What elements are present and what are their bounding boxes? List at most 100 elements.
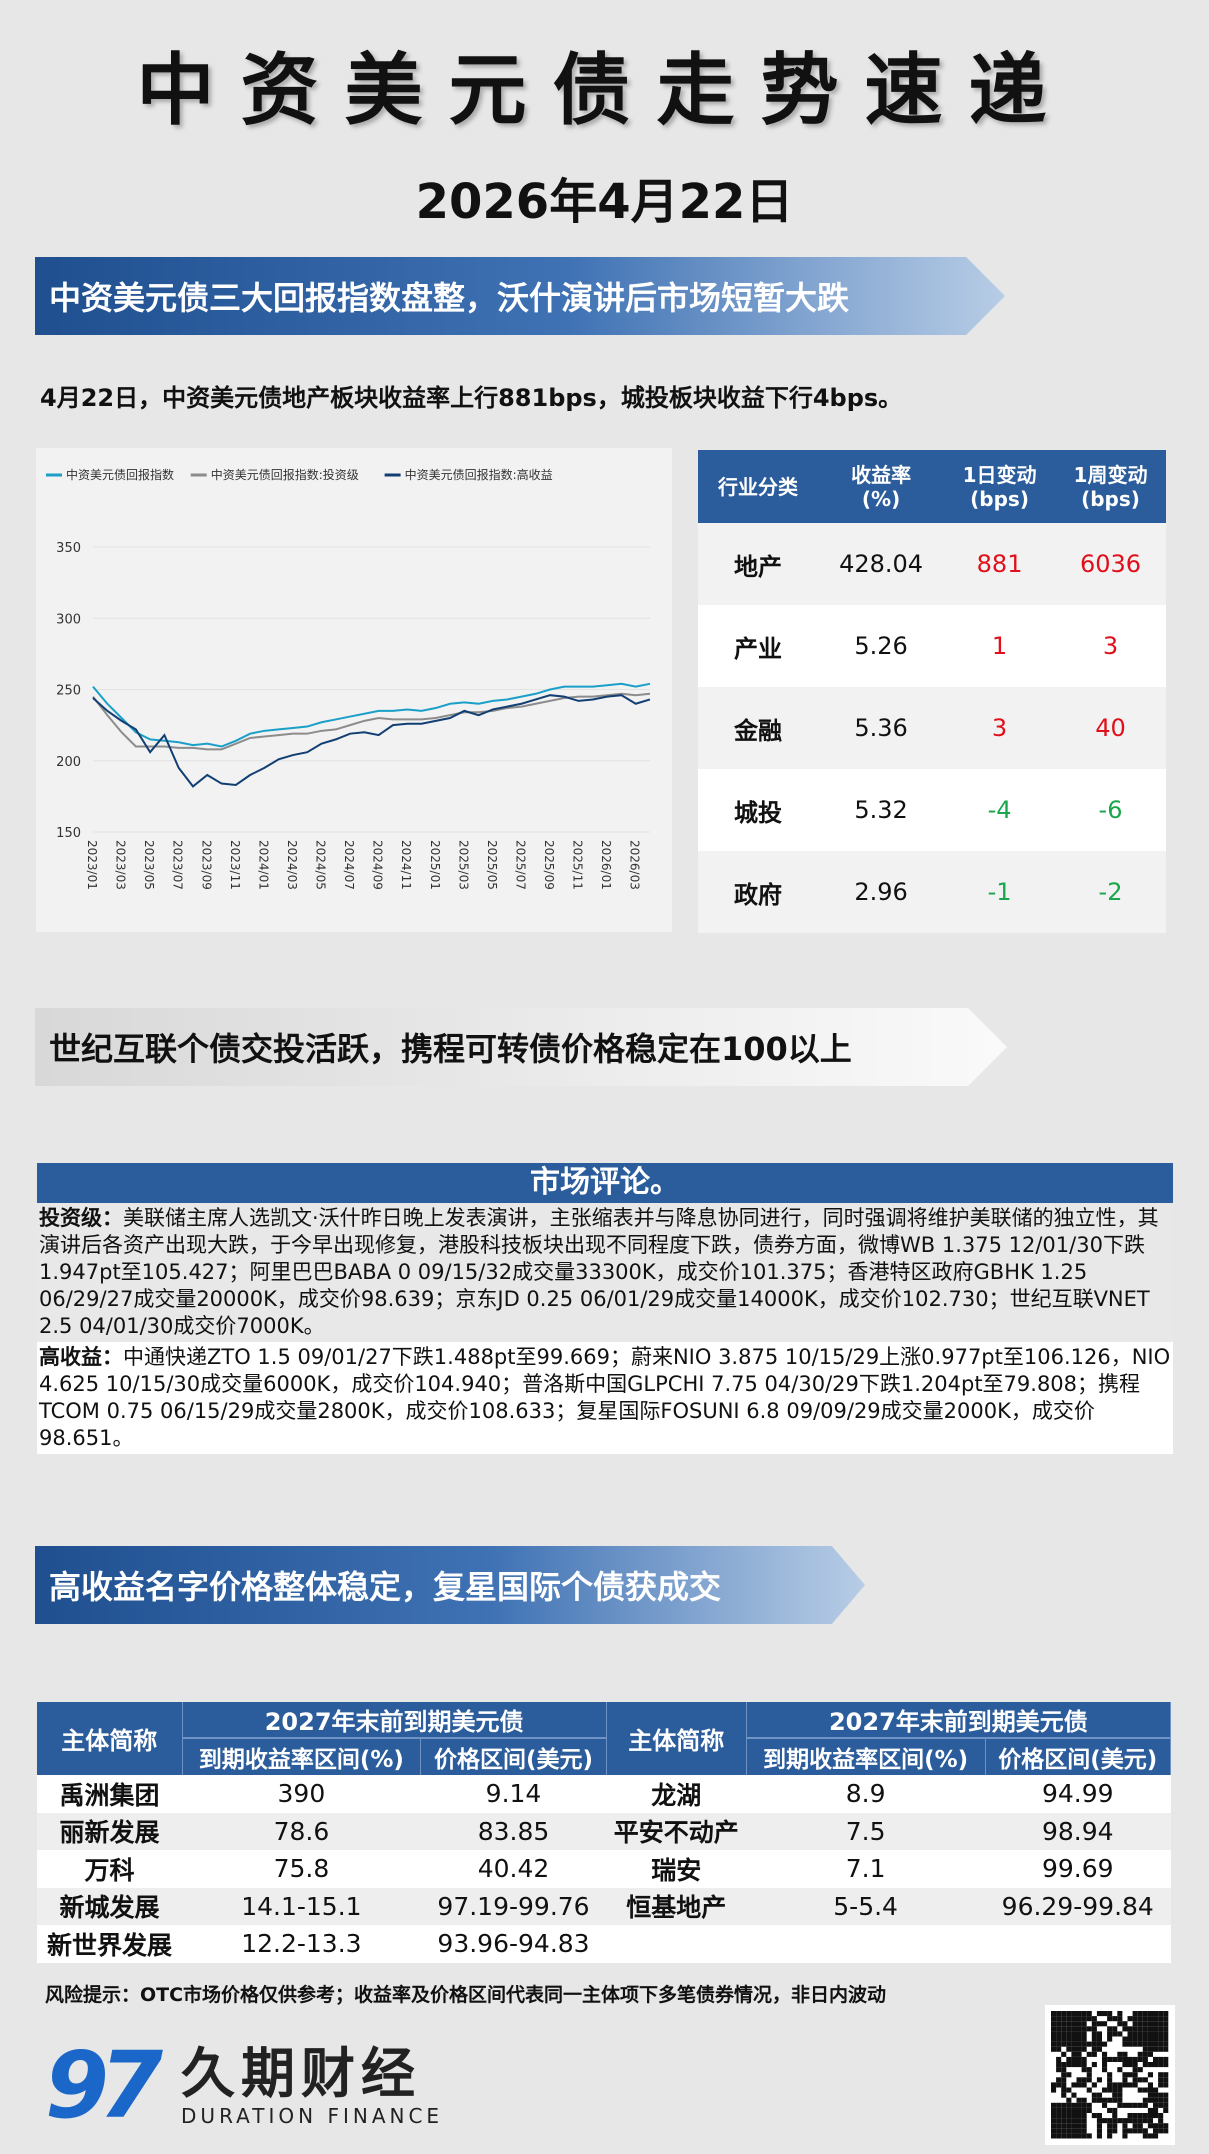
y-tick-label: 350 xyxy=(56,541,81,556)
x-tick-label: 2023/01 xyxy=(85,840,99,890)
y-tick-label: 250 xyxy=(56,684,81,699)
logo-mark-icon: 97 xyxy=(45,2032,163,2139)
x-tick-label: 2026/01 xyxy=(599,840,613,890)
report-date: 2026年4月22日 xyxy=(415,174,794,230)
name-header: 主体简称 xyxy=(37,1702,183,1775)
summary-text: 4月22日，中资美元债地产板块收益率上行881bps，城投板块收益下行4bps。 xyxy=(40,384,903,412)
sector-row: 城投 5.32 -4 -6 xyxy=(698,769,1166,851)
page-title: 中资美元债走势速递 xyxy=(136,46,1073,136)
ig-text: 美联储主席人选凯文·沃什昨日晚上发表演讲，主张缩表并与降息协同进行，同时强调将维… xyxy=(39,1206,1159,1338)
issuer-name: 新世界发展 xyxy=(37,1925,182,1963)
name-header: 主体简称 xyxy=(606,1702,747,1775)
issuer-name: 禹洲集团 xyxy=(37,1775,182,1813)
price-header: 价格区间(美元) xyxy=(985,1737,1172,1775)
group-header: 2027年末前到期美元债 xyxy=(182,1702,607,1738)
price-range: 9.14 xyxy=(420,1775,607,1813)
price-range xyxy=(985,1925,1171,1963)
yield-range: 78.6 xyxy=(182,1812,421,1850)
x-tick-label: 2024/05 xyxy=(314,840,328,890)
change-1d: -4 xyxy=(944,769,1056,851)
x-tick-label: 2026/03 xyxy=(628,840,642,890)
x-tick-label: 2025/11 xyxy=(571,840,585,890)
x-tick-label: 2025/09 xyxy=(542,840,556,890)
price-range: 99.69 xyxy=(985,1850,1171,1888)
yield-range: 14.1-15.1 xyxy=(182,1887,421,1925)
change-1w: 6036 xyxy=(1055,523,1166,605)
sector-row: 地产 428.04 881 6036 xyxy=(698,523,1166,605)
y-tick-label: 150 xyxy=(56,826,81,841)
sector-row: 金融 5.36 3 40 xyxy=(698,687,1166,769)
yield-range xyxy=(746,1925,986,1963)
x-tick-label: 2024/11 xyxy=(399,840,413,890)
legend-label: 中资美元债回报指数 xyxy=(66,467,174,482)
change-1w: 3 xyxy=(1055,605,1166,687)
price-range: 94.99 xyxy=(985,1775,1171,1813)
issuer-name: 新城发展 xyxy=(37,1887,182,1925)
yield: 5.36 xyxy=(818,687,945,769)
x-tick-label: 2023/03 xyxy=(114,840,128,890)
brand-cn: 久期财经 xyxy=(181,2042,422,2106)
sector-name: 金融 xyxy=(698,687,819,769)
brand-logo: 97 久期财经 DURATION FINANCE xyxy=(45,2040,443,2132)
sector-col-header: 行业分类 xyxy=(698,450,819,523)
y-tick-label: 300 xyxy=(56,612,81,627)
change-1d: 1 xyxy=(944,605,1056,687)
sector-name: 地产 xyxy=(698,523,819,605)
sector-name: 产业 xyxy=(698,605,819,687)
sector-row: 产业 5.26 1 3 xyxy=(698,605,1166,687)
x-tick-label: 2024/01 xyxy=(256,840,270,890)
change-1w: 40 xyxy=(1055,687,1166,769)
ig-comment: 投资级：美联储主席人选凯文·沃什昨日晚上发表演讲，主张缩表并与降息协同进行，同时… xyxy=(37,1203,1173,1342)
issuer-name: 平安不动产 xyxy=(606,1812,747,1850)
yield: 5.32 xyxy=(818,769,945,851)
sector-col-header: 收益率 (%) xyxy=(818,450,945,523)
yield-range: 390 xyxy=(182,1775,421,1813)
yield-range: 7.5 xyxy=(746,1812,986,1850)
issuer-name: 瑞安 xyxy=(606,1850,747,1888)
hy-text: 中通快递ZTO 1.5 09/01/27下跌1.488pt至99.669；蔚来N… xyxy=(39,1345,1171,1450)
sector-col-header: 1周变动 (bps) xyxy=(1055,450,1166,523)
hy-row: 禹洲集团 390 9.14 龙湖 8.9 94.99 xyxy=(37,1775,1171,1813)
sector-yield-table: 行业分类 收益率 (%) 1日变动 (bps) 1周变动 (bps) 地产 428.04… xyxy=(698,450,1166,933)
price-range: 97.19-99.76 xyxy=(420,1887,607,1925)
hy-row: 新城发展 14.1-15.1 97.19-99.76 恒基地产 5-5.4 96.29-9… xyxy=(37,1887,1171,1925)
change-1w: -6 xyxy=(1055,769,1166,851)
yield-range: 7.1 xyxy=(746,1850,986,1888)
sector-row: 政府 2.96 -1 -2 xyxy=(698,851,1166,933)
x-tick-label: 2025/07 xyxy=(513,840,527,890)
series-line xyxy=(92,692,651,751)
x-tick-label: 2024/09 xyxy=(371,840,385,890)
price-range: 40.42 xyxy=(420,1850,607,1888)
legend-label: 中资美元债回报指数:投资级 xyxy=(211,467,359,482)
issuer-name xyxy=(606,1925,747,1963)
price-range: 83.85 xyxy=(420,1812,607,1850)
sector-col-header: 1日变动 (bps) xyxy=(944,450,1056,523)
series-line xyxy=(92,694,651,788)
hy-row: 万科 75.8 40.42 瑞安 7.1 99.69 xyxy=(37,1850,1171,1888)
x-tick-label: 2023/09 xyxy=(199,840,213,890)
hy-comment: 高收益：中通快递ZTO 1.5 09/01/27下跌1.488pt至99.669… xyxy=(37,1342,1173,1454)
section-banner-1: 中资美元债三大回报指数盘整，沃什演讲后市场短暂大跌 xyxy=(35,257,1005,335)
sector-name: 城投 xyxy=(698,769,819,851)
x-tick-label: 2023/11 xyxy=(228,840,242,890)
yield: 2.96 xyxy=(818,851,945,933)
yield-header: 到期收益率区间(%) xyxy=(182,1737,422,1775)
issuer-name: 丽新发展 xyxy=(37,1812,182,1850)
yield: 5.26 xyxy=(818,605,945,687)
yield-header: 到期收益率区间(%) xyxy=(746,1737,986,1775)
x-tick-label: 2025/05 xyxy=(485,840,499,890)
section-banner-2: 世纪互联个债交投活跃，携程可转债价格稳定在100以上 xyxy=(35,1008,1007,1086)
change-1d: 881 xyxy=(944,523,1056,605)
ig-label: 投资级： xyxy=(39,1206,123,1230)
price-header: 价格区间(美元) xyxy=(420,1737,607,1775)
x-tick-label: 2023/05 xyxy=(142,840,156,890)
sector-name: 政府 xyxy=(698,851,819,933)
y-tick-label: 200 xyxy=(56,755,81,770)
qr-code xyxy=(1045,2005,1175,2145)
x-tick-label: 2025/03 xyxy=(456,840,470,890)
hy-label: 高收益： xyxy=(39,1345,123,1369)
hy-row: 新世界发展 12.2-13.3 93.96-94.83 xyxy=(37,1925,1171,1963)
x-tick-label: 2024/07 xyxy=(342,840,356,890)
change-1w: -2 xyxy=(1055,851,1166,933)
issuer-name: 恒基地产 xyxy=(606,1887,747,1925)
